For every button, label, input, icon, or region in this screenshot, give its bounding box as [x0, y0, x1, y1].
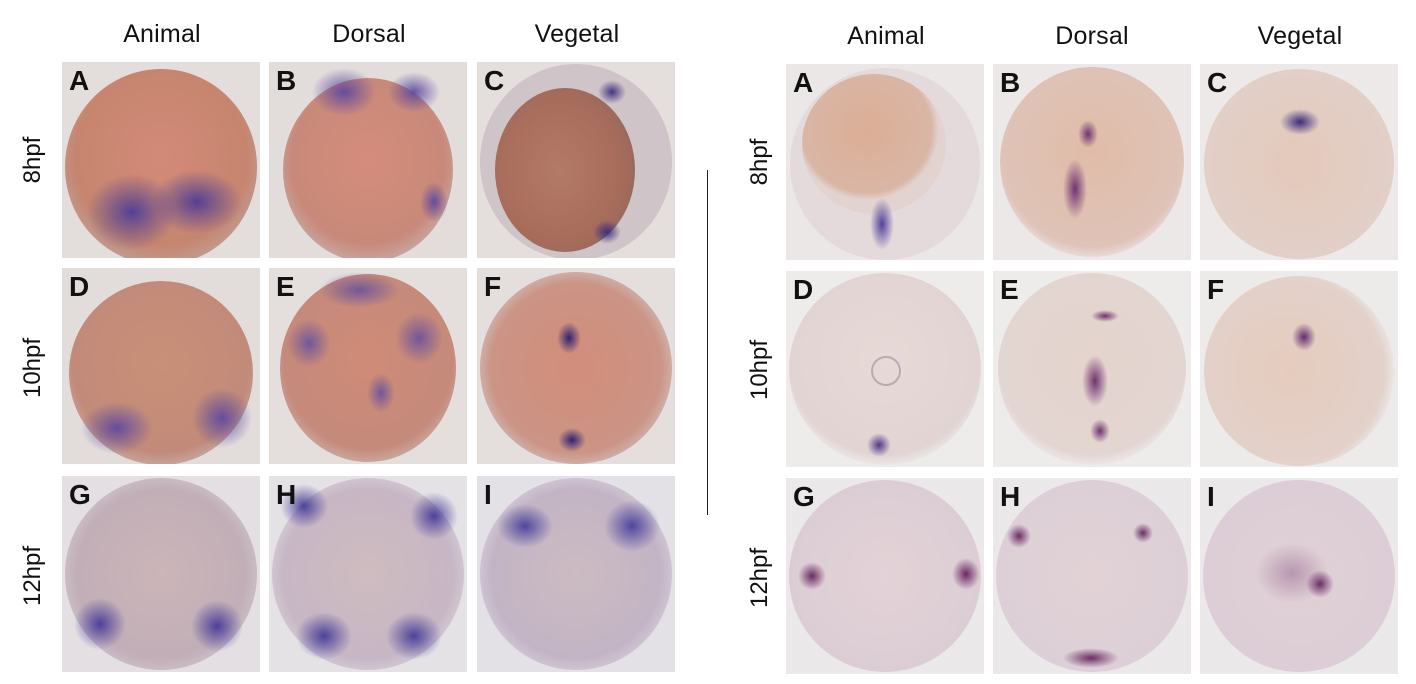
right-panel-F: F: [1200, 271, 1398, 467]
left-panel-A: A: [62, 62, 260, 258]
panel-letter: G: [793, 481, 815, 512]
right-panel-I: I: [1200, 478, 1398, 674]
left-col-head-dorsal: Dorsal: [332, 20, 406, 48]
panel-letter: E: [1000, 274, 1019, 305]
panel-letter: E: [276, 271, 295, 302]
left-panel-B: B: [269, 62, 467, 258]
right-row-head-10hpf: 10hpf: [746, 339, 773, 401]
divider-line: [707, 170, 708, 515]
right-panel-C: C: [1200, 64, 1398, 260]
panel-letter: B: [1000, 67, 1021, 98]
panel-letter: C: [1207, 67, 1228, 98]
right-panel-B: B: [993, 64, 1191, 260]
panel-letter: D: [793, 274, 814, 305]
left-panel-F: F: [477, 268, 675, 464]
right-col-head-dorsal: Dorsal: [1055, 22, 1129, 50]
left-col-head-animal: Animal: [123, 20, 201, 48]
right-row-head-8hpf: 8hpf: [746, 138, 773, 186]
panel-letter: I: [484, 479, 492, 510]
left-row-head-10hpf: 10hpf: [19, 337, 46, 399]
panel-letter: D: [69, 271, 90, 302]
panel-letter: F: [1207, 274, 1225, 305]
right-row-head-12hpf: 12hpf: [746, 547, 773, 609]
right-panel-H: H: [993, 478, 1191, 674]
left-panel-I: I: [477, 476, 675, 672]
panel-letter: A: [793, 67, 814, 98]
panel-letter: A: [69, 65, 90, 96]
left-panel-C: C: [477, 62, 675, 258]
left-panel-H: H: [269, 476, 467, 672]
panel-letter: H: [276, 479, 297, 510]
left-col-head-vegetal: Vegetal: [534, 20, 620, 48]
right-panel-D: D: [786, 271, 984, 467]
panel-letter: G: [69, 479, 91, 510]
right-panel-A: A: [786, 64, 984, 260]
panel-letter: I: [1207, 481, 1215, 512]
left-panel-E: E: [269, 268, 467, 464]
left-panel-G: G: [62, 476, 260, 672]
right-col-head-animal: Animal: [847, 22, 925, 50]
left-row-head-8hpf: 8hpf: [19, 136, 46, 184]
panel-letter: F: [484, 271, 502, 302]
panel-letter: H: [1000, 481, 1021, 512]
left-panel-D: D: [62, 268, 260, 464]
right-panel-E: E: [993, 271, 1191, 467]
right-col-head-vegetal: Vegetal: [1257, 22, 1343, 50]
right-panel-G: G: [786, 478, 984, 674]
left-row-head-12hpf: 12hpf: [19, 545, 46, 607]
panel-letter: C: [484, 65, 505, 96]
panel-letter: B: [276, 65, 297, 96]
